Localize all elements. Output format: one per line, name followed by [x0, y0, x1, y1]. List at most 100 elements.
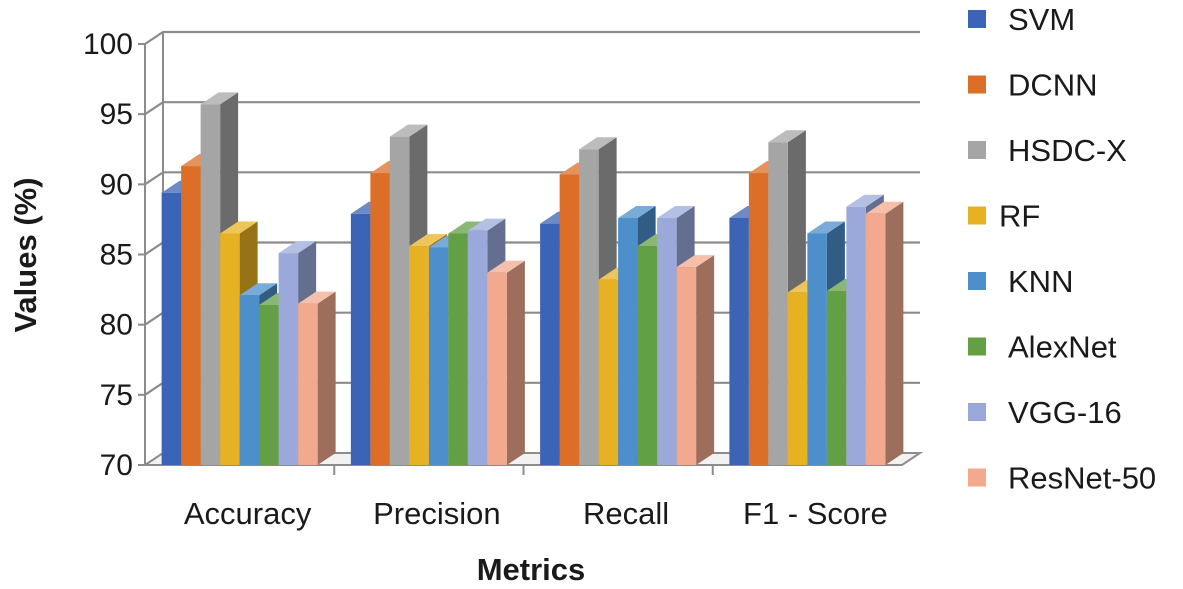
bar-front	[540, 223, 560, 465]
y-tick-label: 100	[83, 28, 133, 61]
bar-top	[409, 234, 447, 247]
bar	[676, 255, 715, 465]
bar-front	[768, 142, 788, 465]
bar-front	[259, 305, 279, 465]
bar-front	[676, 267, 697, 465]
bar-front	[807, 233, 827, 465]
bar-top	[200, 92, 239, 105]
y-tick-label: 90	[100, 168, 133, 201]
bar-side	[696, 255, 715, 465]
bar	[865, 201, 904, 465]
bar-front	[657, 218, 677, 465]
y-tick-label: 80	[100, 309, 133, 342]
bar	[298, 291, 336, 465]
bar-front	[487, 272, 507, 465]
bar-front	[298, 303, 318, 465]
bar-front	[350, 213, 371, 465]
bar-front	[559, 174, 580, 465]
legend-swatch	[968, 10, 986, 28]
bar-side	[506, 260, 525, 465]
legend-label: KNN	[1008, 264, 1073, 299]
x-category-label: F1 - Score	[743, 496, 888, 531]
bar-front	[467, 230, 488, 465]
legend-label: DCNN	[1008, 68, 1098, 103]
bar-front	[278, 253, 299, 465]
bar-top	[768, 130, 806, 143]
bar-top	[389, 124, 428, 137]
bar-top	[298, 291, 336, 304]
legend-item: KNN	[968, 264, 1073, 299]
bar-top	[278, 241, 317, 254]
y-axis-title: Values (%)	[8, 177, 43, 332]
bar-top	[487, 260, 525, 273]
bar-front	[729, 218, 749, 465]
x-category-label: Precision	[373, 496, 501, 531]
legend-label: HSDC-X	[1008, 133, 1127, 168]
bar-side	[885, 201, 904, 465]
legend-item: HSDC-X	[968, 133, 1127, 168]
legend-item: VGG-16	[968, 395, 1122, 430]
bar-top	[467, 218, 506, 231]
bar-top	[220, 221, 258, 234]
bar-front	[748, 173, 769, 465]
legend-swatch	[968, 403, 986, 421]
bar-front	[220, 233, 240, 465]
bars	[161, 92, 904, 466]
bar-front	[239, 295, 260, 465]
bar-top	[448, 221, 486, 234]
bar-front	[579, 149, 599, 465]
legend-item: DCNN	[968, 68, 1098, 103]
legend-label: ResNet-50	[1008, 461, 1156, 496]
y-tick-label: 70	[100, 449, 133, 482]
bar-top	[239, 283, 278, 296]
bar-top	[618, 206, 656, 219]
bar-top	[865, 201, 904, 214]
bar-side	[317, 291, 336, 465]
legend: SVM DCNN HSDC-X RF KNN AlexNet VGG-16 ResNet-50	[968, 2, 1156, 496]
x-category-label: Recall	[583, 496, 669, 531]
legend-swatch	[968, 272, 986, 290]
bar-top	[657, 206, 695, 219]
gridline	[144, 30, 920, 45]
bar-front	[598, 279, 619, 465]
bar-front	[161, 192, 182, 465]
legend-swatch	[968, 337, 986, 356]
bar-top	[807, 221, 845, 234]
legend-item: RF	[968, 199, 1040, 234]
legend-label: SVM	[1008, 2, 1075, 37]
legend-swatch	[968, 468, 986, 487]
legend-item: AlexNet	[968, 330, 1117, 365]
bar-front	[826, 290, 847, 465]
legend-swatch	[968, 75, 986, 94]
bar-front	[409, 246, 429, 465]
bar-front	[448, 233, 468, 465]
y-tick-labels: 70 75 80 85 90 95 100	[83, 28, 146, 482]
bar-front	[618, 218, 638, 465]
bar-top	[846, 194, 884, 207]
gridline	[144, 101, 920, 116]
bar-top	[579, 137, 617, 150]
legend-swatch	[968, 141, 986, 159]
bar-front	[181, 166, 201, 465]
bar-top	[676, 255, 715, 268]
legend-label: AlexNet	[1008, 330, 1117, 365]
y-tick-label: 85	[100, 239, 133, 272]
legend-swatch	[968, 206, 986, 225]
bar-front	[428, 247, 449, 465]
legend-label: VGG-16	[1008, 395, 1122, 430]
legend-item: ResNet-50	[968, 461, 1156, 496]
y-tick-label: 75	[100, 379, 133, 412]
bar-front	[637, 246, 658, 465]
bar-front	[865, 213, 886, 465]
bar-front	[370, 173, 390, 465]
bar-front	[389, 136, 410, 465]
legend-label: RF	[999, 199, 1040, 234]
x-axis-title: Metrics	[477, 552, 586, 587]
bar-front	[787, 292, 808, 465]
legend-item: SVM	[968, 2, 1075, 37]
x-category-labels: Accuracy Precision Recall F1 - Score	[184, 465, 888, 531]
bar-front	[200, 104, 221, 466]
bar	[487, 260, 525, 465]
bar-front	[846, 206, 866, 465]
